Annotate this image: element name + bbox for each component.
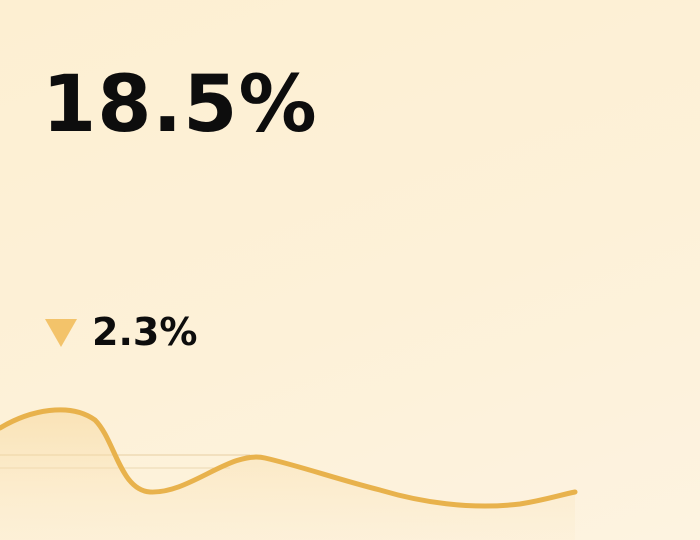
sparkline	[0, 380, 700, 540]
triangle-down-icon	[45, 319, 77, 347]
sparkline-line	[0, 407, 578, 509]
kpi-value: 18.5%	[42, 60, 318, 150]
kpi-change-value: 2.3%	[92, 310, 198, 354]
kpi-change: 2.3%	[44, 312, 197, 352]
sparkline-chart	[0, 407, 578, 540]
sparkline-area	[0, 409, 575, 540]
